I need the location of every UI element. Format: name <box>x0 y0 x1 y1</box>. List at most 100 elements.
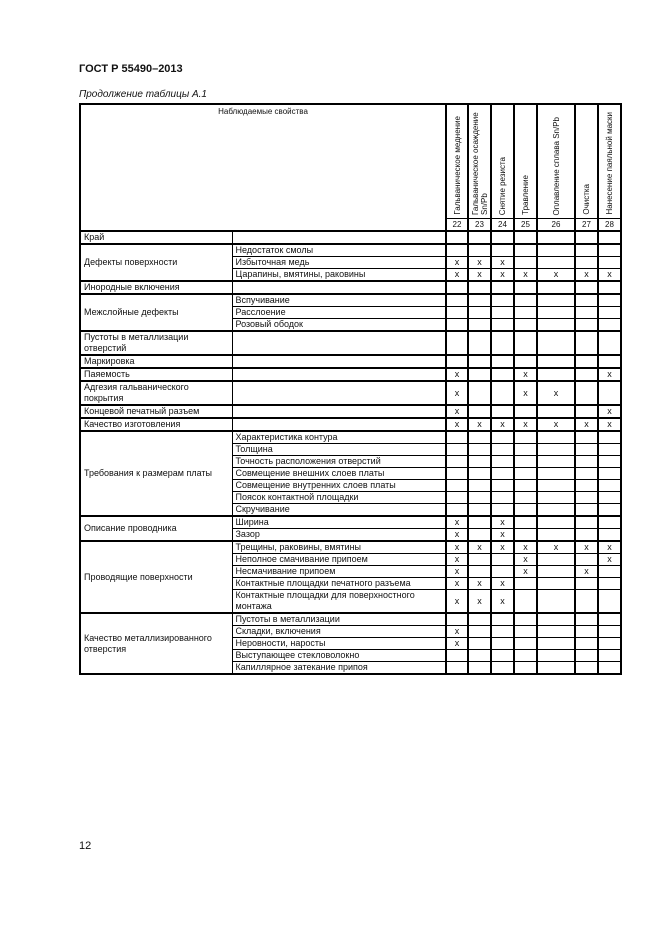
defects-table: Наблюдаемые свойства Гальваническое медн… <box>79 103 622 675</box>
column-number: 27 <box>574 218 599 232</box>
mark-cell <box>574 467 599 480</box>
mark-cell: x <box>490 528 515 542</box>
mark-cell <box>467 625 492 638</box>
mark-cell: x <box>445 589 469 614</box>
property-label: Недостаток смолы <box>231 243 447 257</box>
table-row: Капиллярное затекание припоя <box>80 661 622 675</box>
mark-cell <box>513 491 538 504</box>
mark-cell <box>445 455 469 468</box>
mark-cell <box>536 443 576 456</box>
mark-cell <box>445 430 469 444</box>
mark-cell: x <box>490 256 515 269</box>
property-label: Ширина <box>231 515 447 529</box>
table-row: Избыточная медь x x x <box>80 256 622 269</box>
property-label <box>231 367 447 382</box>
mark-cell: x <box>445 515 469 529</box>
property-label <box>231 330 447 356</box>
mark-cell <box>574 443 599 456</box>
column-number: 25 <box>513 218 538 232</box>
mark-cell <box>574 367 599 382</box>
mark-cell: x <box>490 515 515 529</box>
group-label: Адгезия гальванического покрытия <box>79 380 233 406</box>
column-header-label: Травление <box>521 175 530 215</box>
property-label: Избыточная медь <box>231 256 447 269</box>
mark-cell <box>490 565 515 578</box>
mark-cell <box>597 589 622 614</box>
mark-cell <box>597 230 622 245</box>
group-label: Межслойные дефекты <box>79 293 233 332</box>
table-row: Край <box>79 230 622 245</box>
table-row: Качество изготовления x x x x x x x <box>79 417 622 432</box>
property-label: Контактные площадки печатного разъема <box>231 577 447 590</box>
properties-header: Наблюдаемые свойства <box>79 103 447 232</box>
mark-cell: x <box>597 553 622 566</box>
column-header-label: Оплавление сплава Sn/Pb <box>551 116 561 216</box>
mark-cell <box>536 467 576 480</box>
mark-cell <box>445 443 469 456</box>
mark-cell <box>597 330 622 356</box>
mark-cell <box>513 577 538 590</box>
mark-cell <box>445 503 469 517</box>
group-label: Качество изготовления <box>79 417 233 432</box>
mark-cell: x <box>445 404 469 419</box>
mark-cell <box>536 230 576 245</box>
property-label: Точность расположения отверстий <box>231 455 447 468</box>
mark-cell <box>445 354 469 369</box>
mark-cell: x <box>513 268 538 282</box>
mark-cell <box>597 649 622 662</box>
mark-cell <box>513 230 538 245</box>
mark-cell <box>597 625 622 638</box>
mark-cell <box>490 243 515 257</box>
mark-cell <box>490 455 515 468</box>
mark-cell <box>574 230 599 245</box>
mark-cell <box>467 528 492 542</box>
column-header: Травление <box>513 103 538 219</box>
mark-cell <box>574 455 599 468</box>
mark-cell <box>513 625 538 638</box>
mark-cell: x <box>445 528 469 542</box>
mark-cell: x <box>513 565 538 578</box>
mark-cell <box>513 280 538 295</box>
mark-cell <box>536 455 576 468</box>
group-label: Пустоты в металлизации отверстий <box>79 330 233 356</box>
mark-cell: x <box>536 380 576 406</box>
mark-cell <box>467 637 492 650</box>
mark-cell <box>467 430 492 444</box>
mark-cell: x <box>513 380 538 406</box>
mark-cell <box>467 565 492 578</box>
mark-cell: x <box>445 256 469 269</box>
mark-cell: x <box>490 540 515 554</box>
mark-cell <box>574 491 599 504</box>
mark-cell: x <box>445 540 469 554</box>
table-row: Требования к размерам платы Характеристик… <box>79 430 622 517</box>
mark-cell <box>490 404 515 419</box>
mark-cell <box>597 430 622 444</box>
property-label: Розовый ободок <box>231 318 447 332</box>
mark-cell <box>490 430 515 444</box>
mark-cell: x <box>597 404 622 419</box>
mark-cell <box>536 612 576 626</box>
mark-cell <box>513 443 538 456</box>
table-row: Маркировка <box>79 354 622 369</box>
mark-cell <box>490 637 515 650</box>
mark-cell <box>490 443 515 456</box>
mark-cell <box>574 612 599 626</box>
mark-cell: x <box>467 417 492 432</box>
column-header: Нанесение паяльной маски <box>597 103 622 219</box>
table-row: Адгезия гальванического покрытия x x x <box>79 380 622 406</box>
mark-cell: x <box>467 540 492 554</box>
mark-cell <box>597 661 622 675</box>
mark-cell <box>490 661 515 675</box>
mark-cell <box>574 637 599 650</box>
mark-cell <box>467 491 492 504</box>
mark-cell <box>536 515 576 529</box>
mark-cell <box>490 503 515 517</box>
mark-cell <box>574 430 599 444</box>
group-label: Дефекты поверхности <box>79 243 233 282</box>
group-label: Качество металлизированного отверстия <box>79 612 233 675</box>
property-label <box>231 404 447 419</box>
mark-cell <box>467 649 492 662</box>
mark-cell <box>490 553 515 566</box>
mark-cell <box>536 577 576 590</box>
mark-cell <box>536 243 576 257</box>
